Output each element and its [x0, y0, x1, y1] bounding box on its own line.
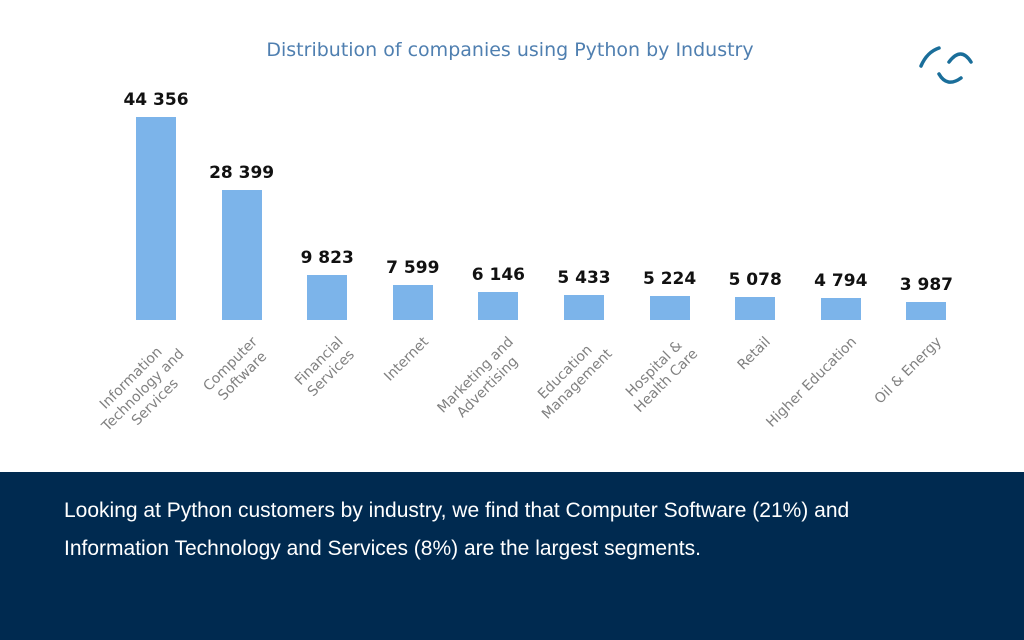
bar — [307, 275, 348, 320]
x-tick-label: Hospital & Health Care — [622, 337, 701, 416]
bar-chart: 44 356 Information Technology and Service… — [96, 90, 953, 435]
x-tick-label: Internet — [381, 334, 432, 385]
bar — [820, 298, 861, 320]
data-label: 5 433 — [557, 268, 611, 289]
x-tick-label: Marketing and Advertising — [434, 334, 522, 421]
data-label: 4 794 — [814, 271, 868, 292]
data-label: 5 078 — [728, 269, 782, 290]
data-label: 28 399 — [209, 163, 275, 184]
caption-text: Looking at Python customers by industry,… — [64, 499, 850, 560]
x-tick-label: Financial Services — [292, 334, 359, 400]
data-label: 3 987 — [899, 274, 953, 295]
x-tick-label: Oil & Energy — [872, 334, 946, 408]
bar — [392, 285, 433, 320]
caption-banner: Looking at Python customers by industry,… — [0, 472, 1024, 640]
x-tick-label: Information Technology and Services — [96, 343, 188, 435]
bar — [906, 301, 947, 320]
data-label: 44 356 — [123, 90, 189, 110]
bar — [564, 295, 604, 320]
bar — [136, 117, 176, 320]
chart-title: Distribution of companies using Python b… — [266, 39, 754, 61]
x-tick-label: Higher Education — [763, 334, 860, 431]
data-label: 5 224 — [642, 269, 697, 290]
bar — [478, 291, 519, 320]
data-label: 6 146 — [471, 264, 525, 285]
data-label: 7 599 — [386, 258, 440, 279]
x-tick-label: Computer Software — [199, 334, 270, 404]
x-tick-label: Retail — [734, 334, 775, 374]
bar — [221, 190, 262, 320]
bar — [649, 296, 690, 320]
data-label: 9 823 — [300, 248, 354, 269]
x-tick-label: Education Management — [534, 341, 616, 423]
wave-smile-logo-icon — [919, 46, 973, 84]
bar — [735, 296, 776, 320]
